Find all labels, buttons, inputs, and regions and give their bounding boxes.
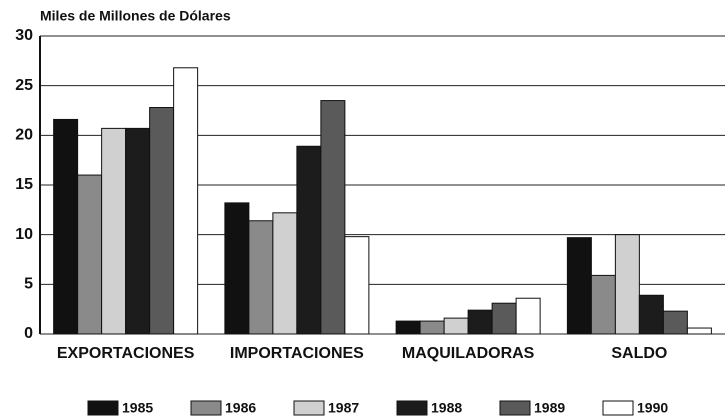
bar	[296, 145, 322, 335]
legend-swatch	[602, 400, 634, 416]
bar	[686, 327, 712, 335]
bar	[491, 302, 517, 335]
bar	[173, 67, 199, 335]
x-tick-label: MAQUILADORAS	[402, 345, 535, 362]
legend-swatch	[87, 400, 119, 416]
bar	[149, 107, 175, 335]
bar	[638, 294, 664, 335]
legend-label: 1986	[225, 400, 256, 416]
legend-swatch	[190, 400, 222, 416]
legend-label: 1990	[637, 400, 668, 416]
bar	[320, 100, 346, 335]
bar	[614, 234, 640, 335]
bar	[248, 220, 274, 335]
bar	[467, 309, 493, 335]
y-tick-label: 25	[15, 77, 33, 94]
legend-swatch	[293, 400, 325, 416]
y-tick-label: 0	[24, 325, 33, 342]
bar	[515, 297, 541, 335]
chart-title: Miles de Millones de Dólares	[40, 8, 231, 24]
y-tick-label: 15	[15, 176, 33, 193]
bar	[224, 202, 250, 335]
legend-label: 1988	[431, 400, 462, 416]
bar	[395, 320, 421, 335]
y-tick-label: 20	[15, 127, 33, 144]
legend-swatch	[396, 400, 428, 416]
bar	[125, 127, 151, 335]
bar	[566, 237, 592, 335]
bar	[272, 212, 298, 335]
bar	[344, 236, 370, 335]
legend-swatch	[499, 400, 531, 416]
bar	[590, 274, 616, 335]
legend-label: 1989	[534, 400, 565, 416]
bar	[419, 320, 445, 335]
bar	[101, 127, 127, 335]
bar	[77, 174, 103, 335]
y-tick-label: 5	[24, 276, 33, 293]
legend-label: 1987	[328, 400, 359, 416]
bar	[662, 310, 688, 335]
bar	[53, 118, 79, 335]
legend-label: 1985	[122, 400, 153, 416]
bar	[443, 317, 469, 335]
x-tick-label: EXPORTACIONES	[57, 345, 195, 362]
y-tick-label: 30	[15, 27, 33, 44]
x-tick-label: IMPORTACIONES	[230, 345, 364, 362]
x-tick-label: SALDO	[611, 345, 667, 362]
y-tick-label: 10	[15, 226, 33, 243]
